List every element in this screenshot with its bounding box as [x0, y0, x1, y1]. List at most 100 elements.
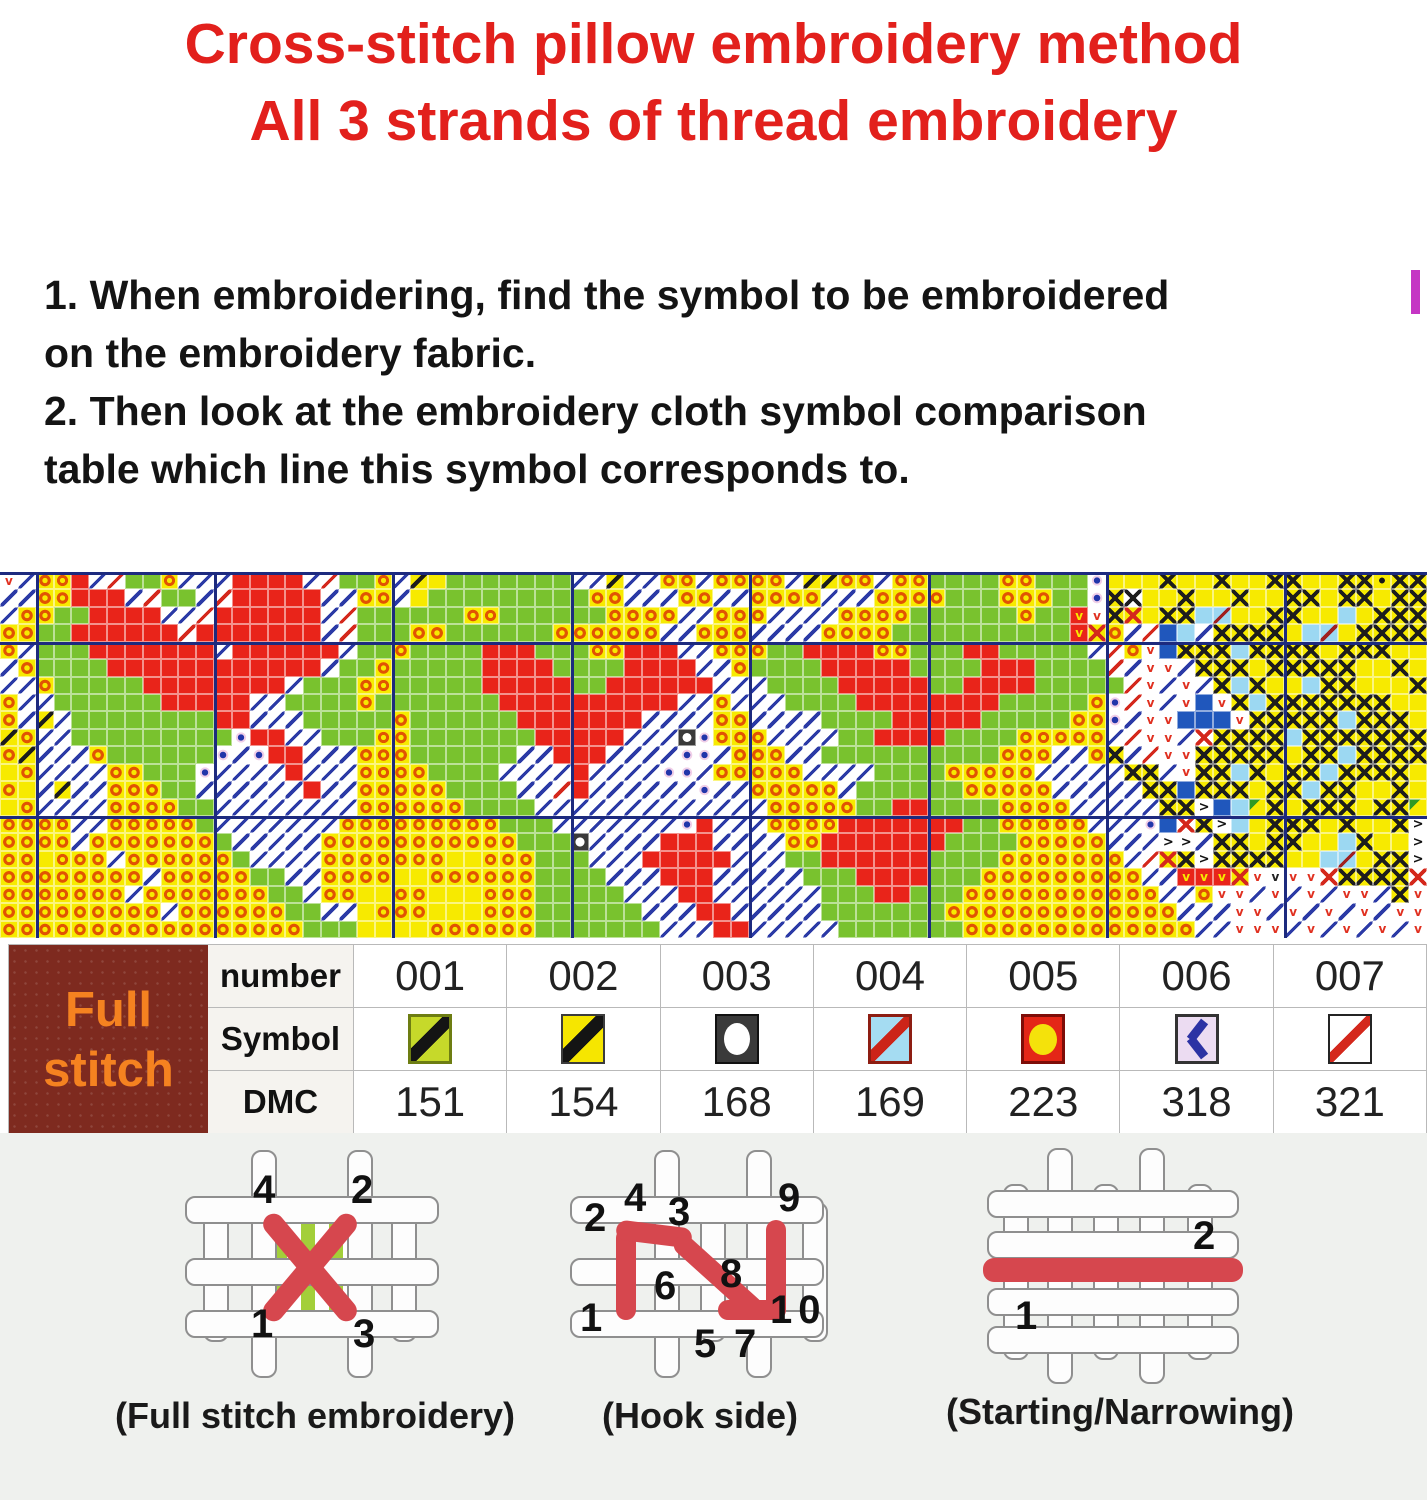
chart-cell [1016, 641, 1035, 660]
chart-cell [285, 589, 304, 607]
chart-cell [1016, 798, 1035, 816]
chart-cell [89, 920, 108, 938]
chart-cell [535, 746, 553, 764]
chart-cell [249, 850, 268, 869]
chart-cell [927, 920, 946, 938]
chart-cell [642, 572, 660, 590]
chart-cell [1034, 572, 1053, 590]
chart-cell [35, 676, 54, 694]
chart-cell [606, 572, 625, 590]
chart-cell [624, 746, 643, 764]
chart-cell [820, 798, 839, 816]
chart-cell [998, 659, 1017, 677]
chart-cell [1212, 572, 1231, 590]
chart-cell [1302, 921, 1320, 938]
chart-cell [463, 816, 482, 834]
chart-cell [927, 641, 946, 660]
chart-cell [1302, 746, 1320, 764]
chart-cell [981, 903, 999, 921]
chart-cell [1248, 833, 1267, 851]
chart-cell [303, 833, 322, 851]
chart-cell [998, 816, 1017, 834]
chart-cell [535, 589, 553, 607]
chart-cell [713, 763, 732, 782]
chart-cell [392, 798, 411, 816]
chart-cell [178, 798, 197, 816]
chart-cell [1016, 781, 1035, 799]
chart-cell [285, 606, 304, 625]
chart-cell [659, 676, 678, 694]
stitch-number: 3 [353, 1312, 376, 1356]
chart-cell [945, 711, 964, 729]
chart-cell [874, 868, 892, 886]
chart-cell [535, 903, 553, 921]
symbol-cell [507, 1008, 661, 1071]
chart-cell [463, 798, 482, 816]
chart-cell [1302, 816, 1320, 834]
chart-cell [53, 589, 72, 607]
chart-cell [303, 746, 322, 764]
chart-cell [499, 920, 518, 938]
chart-cell [214, 798, 232, 816]
chart-cell [356, 746, 375, 764]
chart-cell [17, 624, 36, 642]
chart-cell [1337, 606, 1356, 625]
chart-cell [1319, 850, 1338, 869]
chart-cell [695, 589, 714, 607]
chart-cell [428, 920, 446, 938]
chart-cell [1337, 589, 1356, 607]
chart-cell [552, 676, 571, 694]
fabric-thread [185, 1310, 439, 1338]
chart-cell [570, 676, 589, 694]
chart-cell [1159, 659, 1177, 676]
chart-cell [713, 903, 732, 921]
chart-cell [196, 676, 215, 694]
chart-cell [107, 589, 125, 607]
chart-cell [1319, 763, 1338, 782]
chart-cell [659, 868, 678, 886]
chart-cell [981, 850, 999, 869]
chart-cell [231, 850, 250, 869]
chart-cell [410, 728, 429, 747]
chart-cell [891, 589, 910, 607]
chart-cell [1212, 676, 1231, 694]
chart-cell [35, 624, 54, 642]
chart-cell [517, 746, 536, 764]
chart-cell [659, 746, 678, 764]
chart-cell [231, 572, 250, 590]
chart-cell [838, 641, 857, 660]
chart-cell [606, 885, 625, 904]
chart-cell [356, 624, 375, 642]
chart-cell [570, 798, 589, 816]
chart-cell [570, 885, 589, 904]
chart-cell [1177, 572, 1196, 590]
chart-cell [535, 816, 553, 834]
chart-cell [0, 798, 18, 816]
chart-cell [35, 746, 54, 764]
chart-cell [1266, 850, 1285, 869]
chart-cell [642, 816, 660, 834]
chart-cell [945, 728, 964, 747]
chart-cell [1034, 885, 1053, 904]
chart-cell [749, 763, 767, 782]
chart-cell [767, 624, 785, 642]
chart-major-gridline [392, 572, 396, 938]
chart-cell [178, 711, 197, 729]
chart-cell [428, 903, 446, 921]
chart-cell [1159, 729, 1177, 746]
instruction-line: table which line this symbol corresponds… [44, 446, 910, 492]
chart-cell [731, 868, 750, 886]
chart-cell [927, 816, 946, 834]
chart-cell [196, 798, 215, 816]
chart-cell [767, 728, 785, 747]
chart-cell [1105, 885, 1124, 904]
chart-cell [1284, 676, 1303, 694]
chart-cell [695, 659, 714, 677]
chart-cell [303, 920, 322, 938]
chart-cell [588, 624, 607, 642]
chart-cell [927, 746, 946, 764]
chart-cell [89, 885, 108, 904]
chart-cell [1195, 868, 1213, 886]
chart-cell [35, 572, 54, 590]
chart-cell [392, 885, 411, 904]
